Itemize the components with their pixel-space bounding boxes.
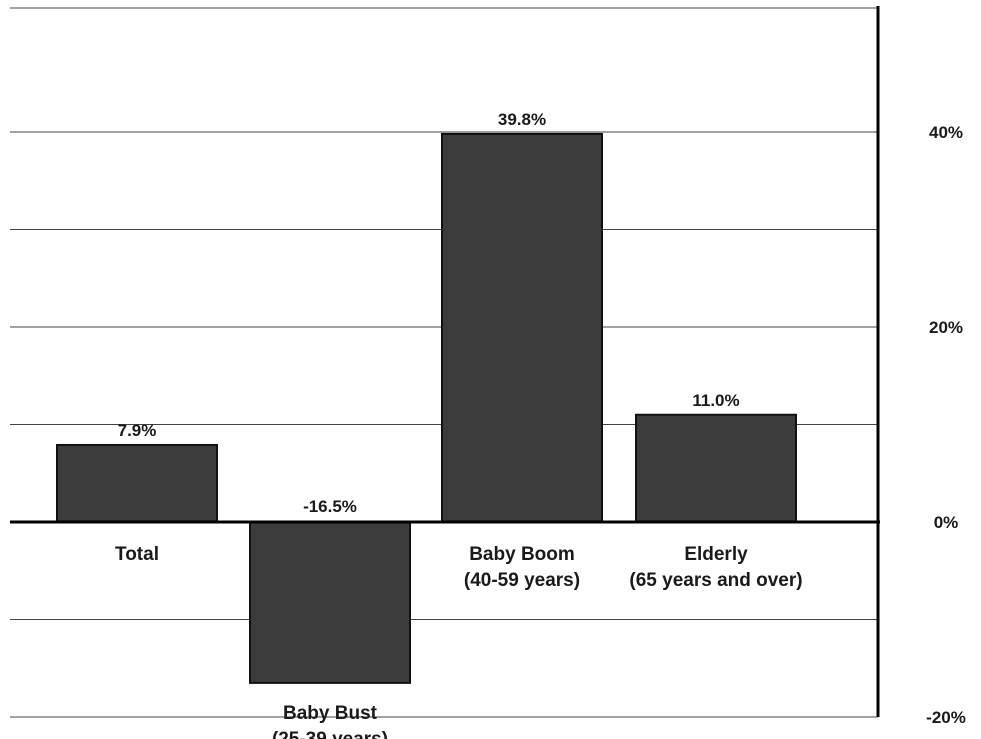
bar <box>441 132 603 523</box>
category-label: Baby Bust <box>283 703 378 724</box>
category-label: (40-59 years) <box>464 570 580 591</box>
y-tick-label: -20% <box>926 708 966 727</box>
category-label: Total <box>115 544 159 565</box>
category-label: (25-39 years) <box>272 729 388 739</box>
y-tick-label: 40% <box>929 123 963 142</box>
bar <box>635 413 797 523</box>
data-label: 39.8% <box>498 110 546 129</box>
y-tick-label: 0% <box>934 513 959 532</box>
data-label: 11.0% <box>692 391 739 410</box>
bar <box>249 521 411 684</box>
data-label: 7.9% <box>118 421 157 440</box>
category-label: Elderly <box>684 544 748 565</box>
category-label: Baby Boom <box>469 544 575 565</box>
bars <box>56 132 797 684</box>
axes <box>10 6 880 717</box>
bar <box>56 443 218 524</box>
labels: 40% 20% 0% -20% 7.9% -16.5% 39.8% 11.0% Total Bab… <box>115 110 966 739</box>
y-tick-label: 20% <box>929 318 963 337</box>
data-label: -16.5% <box>303 497 357 516</box>
category-label: (65 years and over) <box>629 570 802 591</box>
